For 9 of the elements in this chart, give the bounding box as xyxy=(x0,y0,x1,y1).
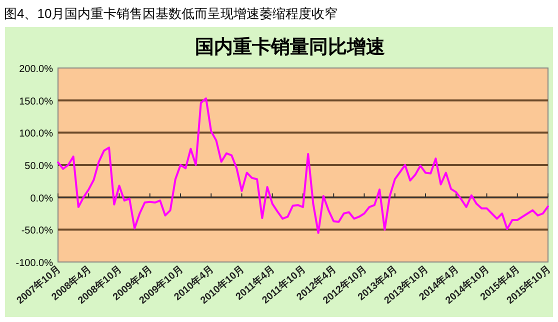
y-tick-label: 200.0% xyxy=(19,64,54,75)
y-tick-label: 150.0% xyxy=(19,96,54,108)
y-tick-label: 50.0% xyxy=(24,161,54,172)
y-tick-label: 0.0% xyxy=(30,193,54,204)
y-tick-label: -50.0% xyxy=(21,226,54,237)
y-tick-label: 100.0% xyxy=(19,128,54,140)
line-series xyxy=(57,97,549,234)
chart-title: 国内重卡销量同比增速 xyxy=(195,36,385,58)
caption: 图4、10月国内重卡销售因基数低而呈现增速萎缩程度收窄 xyxy=(4,6,338,21)
